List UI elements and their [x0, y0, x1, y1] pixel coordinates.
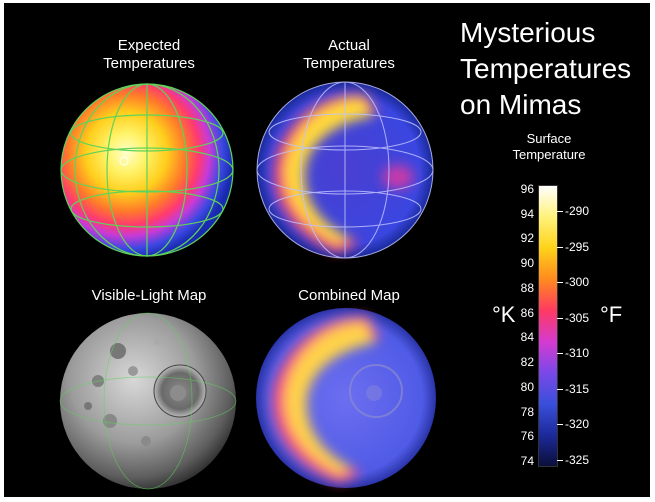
kelvin-unit: °K [492, 302, 516, 327]
fahrenheit-tick-mark [557, 282, 563, 283]
kelvin-tick-label: 80 [520, 379, 534, 394]
fahrenheit-tick-label: -300 [565, 275, 590, 289]
graticule [59, 312, 237, 490]
panel-label-actual: Actual Temperatures [303, 37, 395, 72]
fahrenheit-tick-label: -290 [565, 204, 590, 218]
kelvin-tick-label: 94 [520, 206, 534, 221]
kelvin-tick-label: 96 [520, 182, 534, 196]
kelvin-tick-label: 92 [520, 231, 534, 246]
fahrenheit-unit: °F [600, 302, 623, 327]
fahrenheit-tick-mark [557, 353, 563, 354]
combined-map-sphere [256, 308, 436, 488]
kelvin-tick-label: 90 [520, 256, 534, 271]
kelvin-tick-label: 86 [520, 305, 534, 320]
fahrenheit-tick-label: -315 [565, 381, 590, 396]
figure-title: Mysterious Temperatures on Mimas [460, 17, 632, 120]
kelvin-tick-label: 78 [520, 404, 534, 419]
fahrenheit-tick-label: -305 [565, 310, 590, 325]
panel-label-expected: Expected Temperatures [103, 37, 195, 72]
panel-label-combined: Combined Map [298, 287, 400, 304]
fahrenheit-tick-mark [557, 424, 563, 425]
kelvin-tick-label: 88 [520, 280, 534, 295]
figure: Expected Temperatures Actual Temperature… [4, 3, 650, 497]
panel-label-visible: Visible-Light Map [91, 287, 207, 304]
fahrenheit-tick-mark [557, 388, 563, 390]
expected-temperatures-sphere [60, 83, 234, 257]
kelvin-tick-label: 82 [520, 355, 534, 370]
fahrenheit-tick-label: -325 [565, 452, 590, 467]
kelvin-tick-label: 74 [520, 454, 534, 468]
fahrenheit-tick-label: -295 [565, 239, 590, 254]
scale-title: Surface Temperature [512, 131, 586, 162]
kelvin-tick-label: 76 [520, 429, 534, 444]
temperature-colorbar [538, 185, 558, 467]
visible-light-map-sphere [59, 312, 237, 490]
fahrenheit-tick-mark [557, 317, 563, 319]
fahrenheit-tick-label: -310 [565, 346, 590, 360]
fahrenheit-tick-mark [557, 459, 563, 461]
fahrenheit-tick-mark [557, 246, 563, 248]
actual-temperatures-sphere [256, 81, 434, 259]
graticule [60, 83, 234, 257]
fahrenheit-tick-label: -320 [565, 417, 590, 431]
kelvin-tick-label: 84 [520, 330, 534, 345]
graticule [256, 81, 434, 259]
fahrenheit-tick-mark [557, 211, 563, 212]
